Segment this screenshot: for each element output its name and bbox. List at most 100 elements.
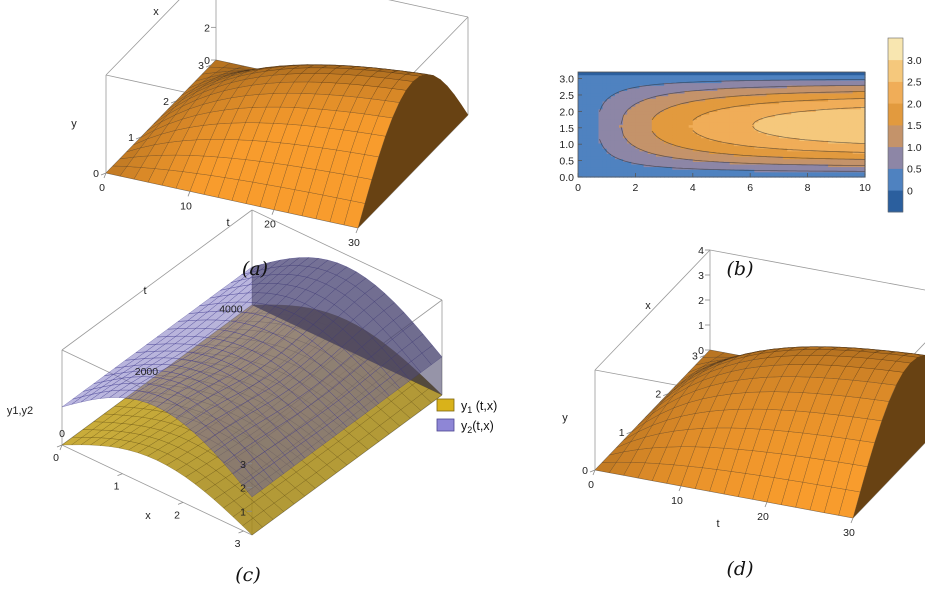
contour-cell <box>824 158 829 162</box>
contour-cell <box>639 116 645 120</box>
contour-cell <box>737 163 743 168</box>
contour-cell <box>824 119 829 123</box>
contour-cell <box>684 169 690 173</box>
contour-cell <box>713 100 718 105</box>
contour-cell <box>750 90 755 94</box>
contour-cell <box>815 174 821 178</box>
contour-cell <box>631 72 636 76</box>
contour-cell <box>688 103 694 107</box>
contour-cell <box>819 95 825 99</box>
contour-cell <box>721 124 727 128</box>
contour-cell <box>635 169 641 173</box>
contour-cell <box>754 108 759 112</box>
contour-cell <box>627 127 632 131</box>
x-tick-label: 4 <box>690 182 696 194</box>
contour-cell <box>676 85 682 89</box>
contour-cell <box>705 85 710 89</box>
contour-cell <box>852 114 858 118</box>
contour-cell <box>717 114 723 118</box>
contour-cell <box>746 95 751 99</box>
contour-cell <box>774 171 780 175</box>
contour-cell <box>778 98 784 102</box>
contour-cell <box>680 148 686 152</box>
contour-cell <box>811 116 817 120</box>
contour-cell <box>696 116 702 120</box>
contour-cell <box>619 137 624 141</box>
contour-cell <box>750 142 755 147</box>
contour-cell <box>614 116 620 120</box>
contour-cell <box>578 79 583 84</box>
contour-cell <box>619 169 624 173</box>
contour-cell <box>651 150 657 154</box>
contour-cell <box>709 74 714 78</box>
colorbar-band <box>888 103 903 126</box>
contour-cell <box>836 100 841 105</box>
contour-cell <box>848 153 854 157</box>
contour-cell <box>639 119 645 123</box>
contour-cell <box>746 132 751 136</box>
contour-cell <box>742 132 747 136</box>
contour-cell <box>635 124 641 128</box>
contour-cell <box>590 95 595 99</box>
contour-cell <box>668 114 673 118</box>
contour-cell <box>856 171 862 175</box>
contour-cell <box>709 127 714 131</box>
contour-cell <box>725 153 731 157</box>
contour-cell <box>655 145 661 149</box>
contour-cell <box>799 103 805 107</box>
contour-cell <box>737 148 743 152</box>
contour-cell <box>819 129 825 133</box>
contour-cell <box>602 121 608 126</box>
contour-cell <box>590 137 595 141</box>
contour-cell <box>623 127 628 131</box>
t-tick <box>355 227 359 234</box>
contour-cell <box>774 161 780 165</box>
contour-cell <box>701 87 706 91</box>
contour-cell <box>672 85 677 89</box>
contour-cell <box>684 72 690 76</box>
contour-cell <box>758 156 764 160</box>
contour-cell <box>819 132 825 136</box>
x-tick-label: 2 <box>632 182 638 194</box>
contour-cell <box>799 140 805 144</box>
contour-cell <box>815 171 821 175</box>
contour-cell <box>742 93 747 97</box>
contour-cell <box>815 111 821 115</box>
contour-cell <box>770 171 776 175</box>
contour-cell <box>787 106 792 110</box>
contour-cell <box>828 169 833 173</box>
contour-cell <box>623 106 628 110</box>
contour-cell <box>725 114 731 118</box>
contour-cell <box>619 153 624 157</box>
contour-cell <box>713 148 718 152</box>
contour-cell <box>750 114 755 118</box>
contour-cell <box>783 90 788 94</box>
contour-cell <box>701 169 706 173</box>
contour-cell <box>692 153 698 157</box>
contour-cell <box>684 108 690 112</box>
contour-cell <box>733 114 739 118</box>
contour-cell <box>766 158 772 162</box>
contour-cell <box>684 137 690 141</box>
contour-cell <box>852 158 858 162</box>
contour-cell <box>696 127 702 131</box>
x-tick <box>100 172 107 176</box>
contour-cell <box>729 127 735 131</box>
contour-cell <box>725 129 731 133</box>
contour-cell <box>655 137 661 141</box>
y-axis-label: y <box>71 118 77 130</box>
contour-cell <box>586 119 591 123</box>
contour-cell <box>824 116 829 120</box>
contour-cell <box>676 103 682 107</box>
contour-cell <box>610 169 616 173</box>
x-tick <box>626 431 632 435</box>
contour-cell <box>619 132 624 136</box>
contour-cell <box>770 156 776 160</box>
contour-cell <box>680 85 686 89</box>
contour-cell <box>848 72 854 76</box>
contour-cell <box>705 106 710 110</box>
x-tick-label: 0 <box>582 465 588 477</box>
contour-cell <box>828 114 833 118</box>
contour-cell <box>696 132 702 136</box>
contour-cell <box>643 124 649 128</box>
